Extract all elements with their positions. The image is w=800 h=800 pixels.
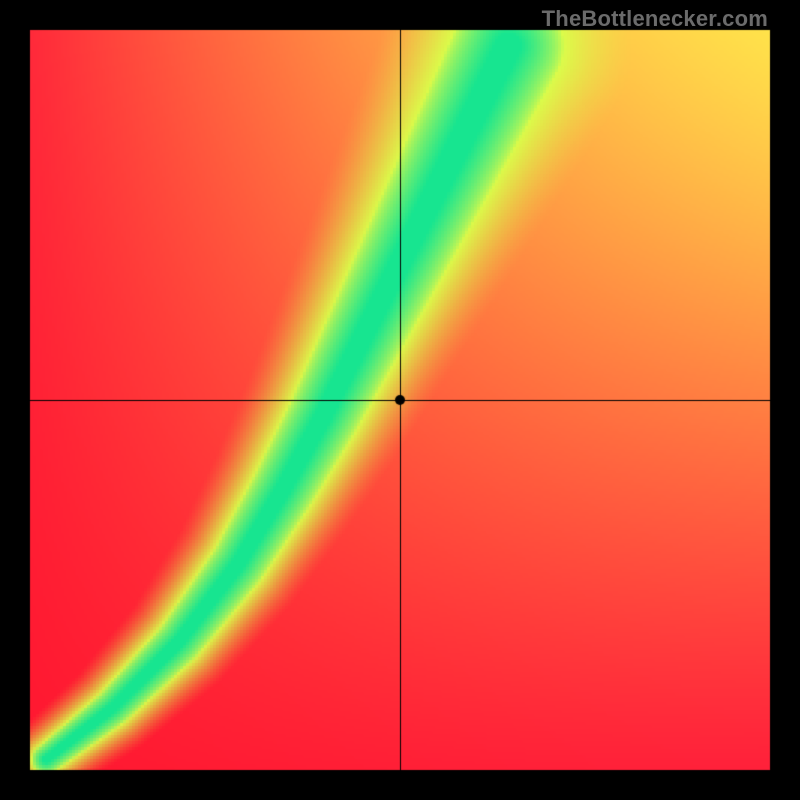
- chart-frame: TheBottlenecker.com: [0, 0, 800, 800]
- heatmap-canvas: [0, 0, 800, 800]
- watermark-text: TheBottlenecker.com: [542, 6, 768, 32]
